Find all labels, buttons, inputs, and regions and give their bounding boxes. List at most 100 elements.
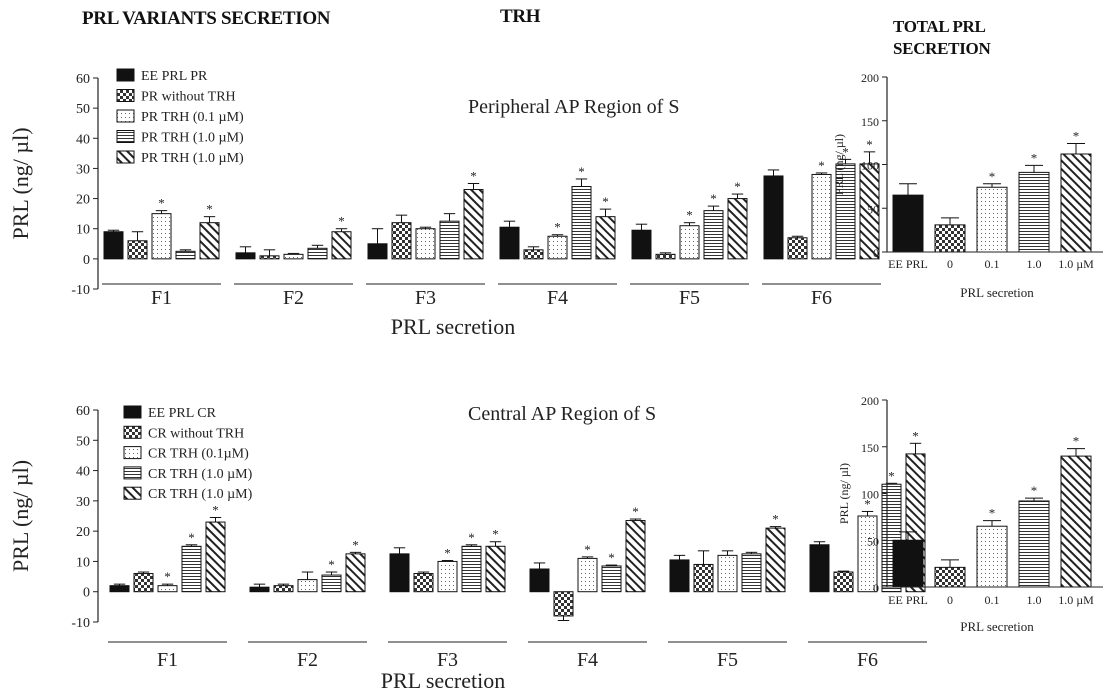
peripheral-significance-star: * (686, 208, 693, 223)
central-legend-label: CR TRH (0.1µM) (148, 447, 249, 462)
central-y-tick-label: -10 (71, 616, 90, 631)
peripheral-legend-label: PR without TRH (141, 90, 236, 105)
peripheral-bar (307, 247, 328, 260)
central-y-axis-title: PRL (ng/ µl) (8, 460, 33, 572)
peripheral-bar (499, 226, 520, 260)
peripheral-bar (391, 222, 412, 260)
central-bar (461, 545, 482, 593)
total-bottom-significance-star: * (1073, 434, 1080, 449)
central-y-tick-label: 30 (76, 495, 90, 510)
peripheral-bar (547, 235, 568, 260)
central-legend-swatch (123, 486, 142, 500)
total-top-category-label: 1.0 (1027, 257, 1042, 271)
total-bottom-category-label: 0.1 (985, 593, 1000, 607)
peripheral-y-tick-label: 10 (76, 223, 90, 238)
central-bar (437, 560, 458, 593)
trh-header: TRH (500, 6, 541, 27)
total-top-bar (1060, 153, 1092, 253)
peripheral-bar (151, 213, 172, 260)
central-bar (669, 559, 690, 593)
peripheral-bar (175, 250, 196, 260)
central-group-label: F2 (297, 649, 318, 671)
central-chart-title: Central AP Region of S (468, 403, 656, 425)
total-bottom-bar (934, 566, 966, 588)
central-bar (181, 545, 202, 593)
central-legend-label: CR TRH (1.0 µM) (148, 467, 253, 482)
central-legend-swatch (123, 446, 142, 460)
central-significance-star: * (492, 527, 499, 542)
peripheral-significance-star: * (842, 144, 849, 159)
total-top-significance-star: * (989, 169, 996, 184)
central-bar (321, 574, 342, 593)
central-bar (273, 585, 294, 593)
central-significance-star: * (164, 569, 171, 584)
central-bar (717, 554, 738, 593)
central-x-axis-title: PRL secretion (381, 668, 505, 693)
total-top-y-tick-label: 200 (861, 71, 879, 85)
peripheral-bar (595, 216, 616, 260)
peripheral-significance-star: * (734, 179, 741, 194)
total-bottom-category-label: 0 (947, 593, 953, 607)
peripheral-significance-star: * (818, 158, 825, 173)
total-bottom-category-label: 1.0 µM (1058, 593, 1094, 607)
peripheral-legend-swatch (116, 130, 135, 143)
peripheral-bar (523, 249, 544, 260)
central-legend-swatch (123, 425, 142, 439)
peripheral-group-label: F4 (547, 287, 568, 309)
central-y-tick-label: 40 (76, 465, 90, 480)
central-bar (133, 573, 154, 593)
central-group-label: F1 (157, 649, 178, 671)
central-significance-star: * (352, 537, 359, 552)
peripheral-bar (655, 253, 676, 260)
peripheral-y-tick-label: -10 (71, 283, 90, 298)
total-bottom-y-tick-label: 50 (867, 534, 879, 548)
central-bar (833, 571, 854, 593)
peripheral-significance-star: * (158, 196, 165, 211)
peripheral-y-tick-label: 0 (83, 253, 90, 268)
central-legend-label: CR TRH (1.0 µM) (148, 487, 253, 502)
total-top-y-tick-label: 150 (861, 115, 879, 129)
central-legend-label: EE PRL CR (148, 406, 217, 421)
central-bar (741, 553, 762, 593)
peripheral-bar (103, 231, 124, 260)
peripheral-y-tick-label: 30 (76, 162, 90, 177)
peripheral-legend-swatch (116, 68, 135, 82)
peripheral-significance-star: * (578, 164, 585, 179)
total-top-category-label: 1.0 µM (1058, 257, 1094, 271)
central-bar (553, 591, 574, 617)
peripheral-bar (415, 228, 436, 260)
peripheral-bar (283, 253, 304, 260)
peripheral-group-label: F1 (151, 287, 172, 309)
peripheral-significance-star: * (602, 194, 609, 209)
central-bar (249, 586, 270, 593)
total-prl-header-line1: TOTAL PRL (893, 17, 986, 36)
peripheral-significance-star: * (206, 202, 213, 217)
central-bar (109, 585, 130, 593)
total-bottom-bar (892, 539, 924, 588)
central-group-label: F3 (437, 649, 458, 671)
total-bottom-significance-star: * (1031, 483, 1038, 498)
peripheral-y-tick-label: 50 (76, 102, 90, 117)
central-y-tick-label: 60 (76, 404, 90, 419)
total-bottom-y-axis-title: PRL (ng/ µl) (837, 463, 851, 524)
peripheral-y-tick-label: 40 (76, 132, 90, 147)
peripheral-significance-star: * (866, 137, 873, 152)
central-bar (345, 553, 366, 593)
peripheral-bar (703, 210, 724, 260)
central-significance-star: * (212, 503, 219, 518)
central-significance-star: * (888, 468, 895, 483)
peripheral-bar (367, 243, 388, 260)
total-top-category-label: 0.1 (985, 257, 1000, 271)
total-top-y-tick-label: 0 (873, 246, 879, 260)
peripheral-legend-swatch (116, 150, 135, 164)
total-top-y-tick-label: 100 (861, 159, 879, 173)
peripheral-bar (787, 237, 808, 260)
peripheral-chart-title: Peripheral AP Region of S (468, 96, 679, 118)
central-group-label: F6 (857, 649, 878, 671)
central-significance-star: * (912, 428, 919, 443)
peripheral-significance-star: * (710, 191, 717, 206)
central-significance-star: * (608, 550, 615, 565)
total-top-bar (892, 194, 924, 253)
prl-variants-header: PRL VARIANTS SECRETION (82, 8, 331, 29)
